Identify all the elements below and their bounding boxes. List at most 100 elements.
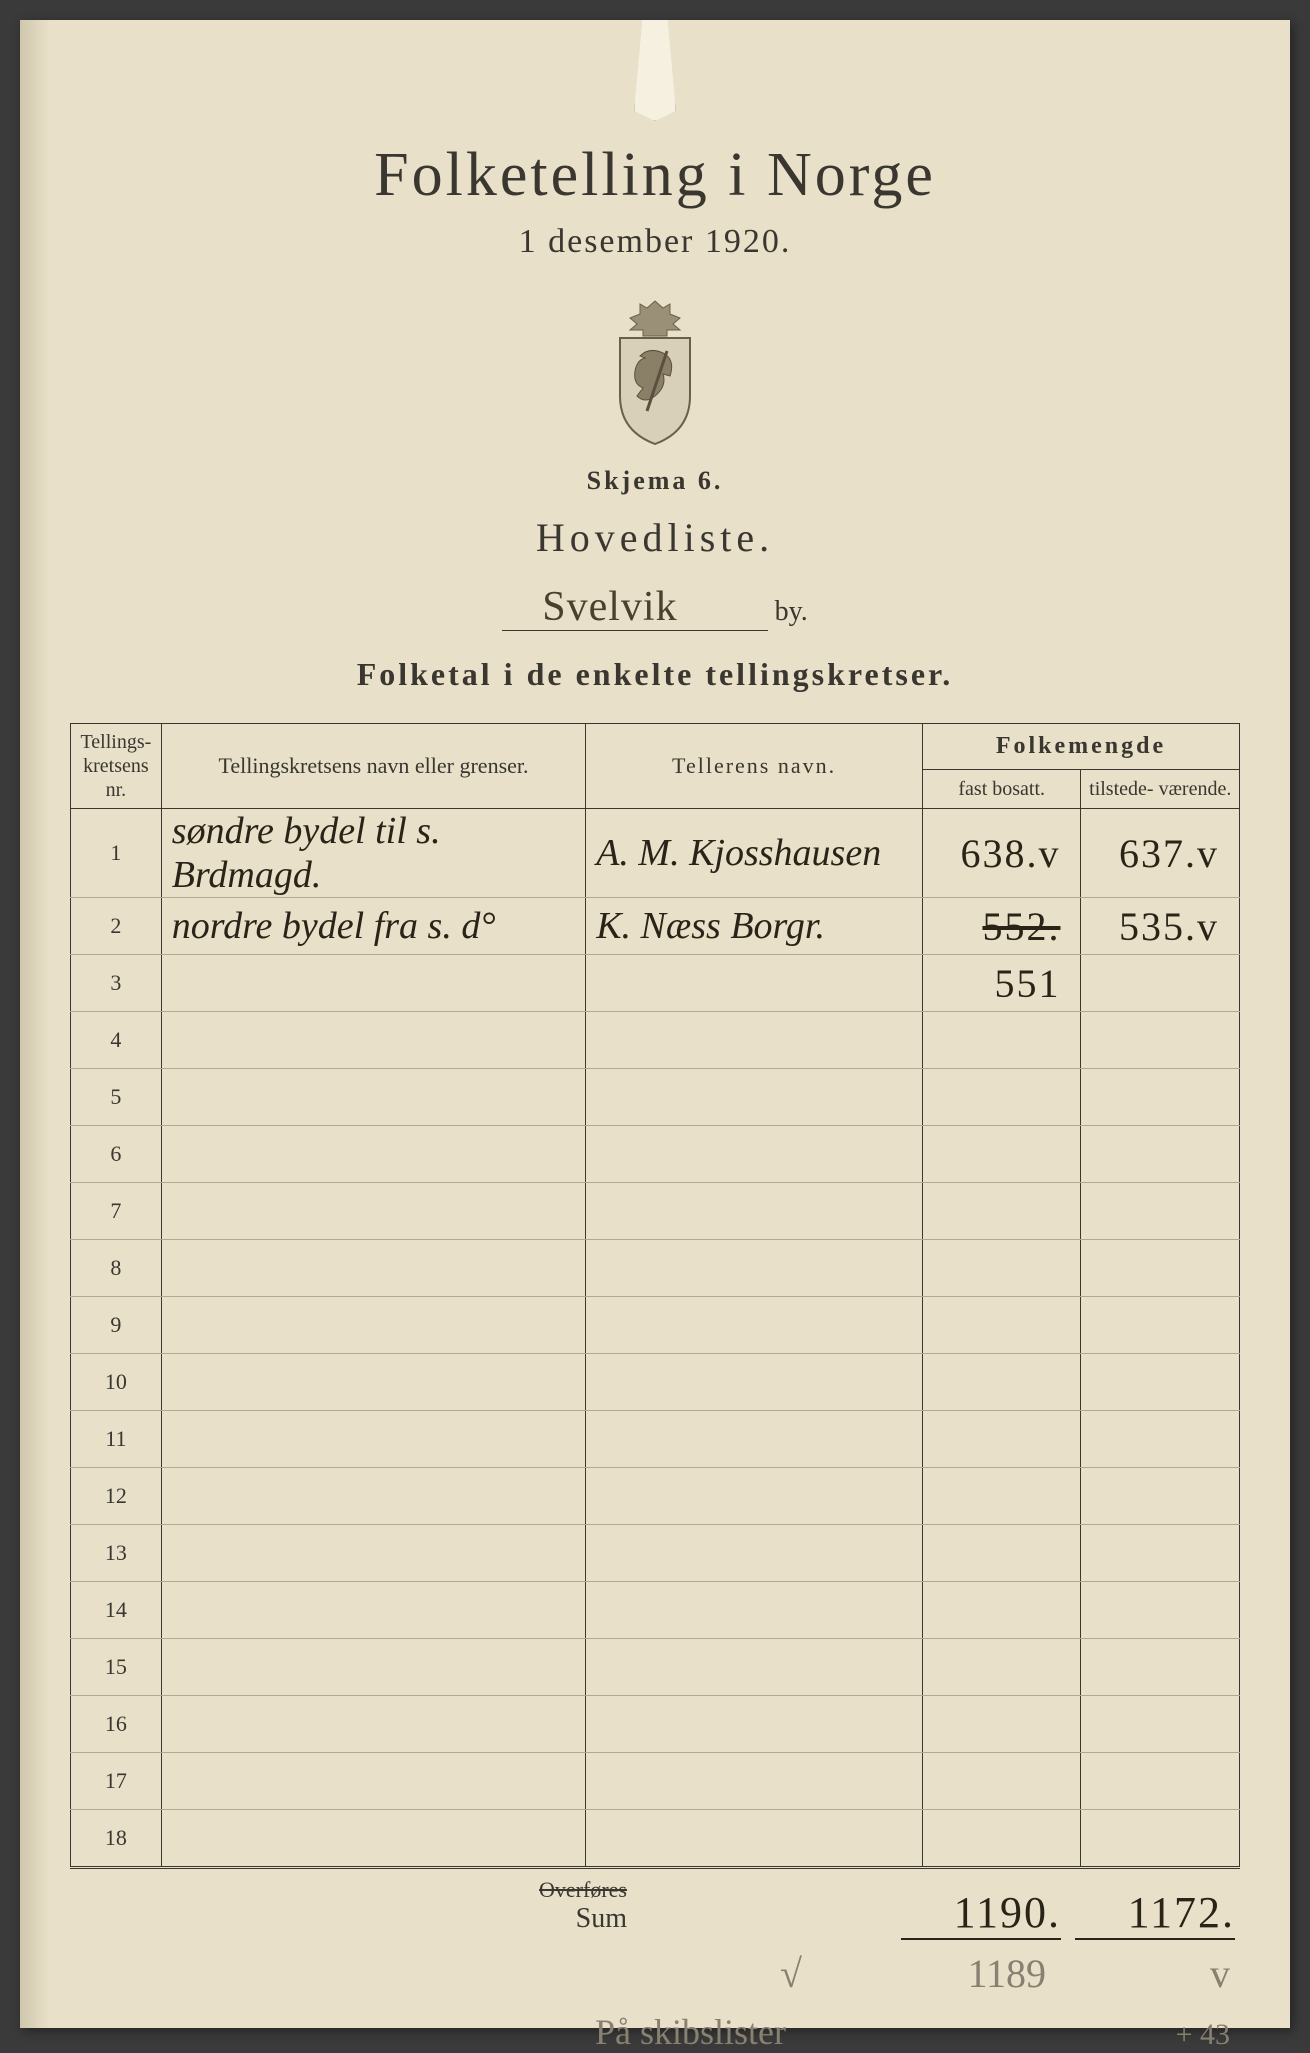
cell-nr: 13 (71, 1525, 162, 1582)
cell-fast (922, 1297, 1081, 1354)
cell-tilstede (1081, 1126, 1240, 1183)
cell-fast: 552. (922, 898, 1081, 955)
cell-district-name (161, 1753, 585, 1810)
table-row: 4 (71, 1012, 1240, 1069)
cell-fast (922, 1126, 1081, 1183)
cell-district-name (161, 1012, 585, 1069)
form-heading: Hovedliste. (20, 514, 1290, 561)
cell-fast (922, 1411, 1081, 1468)
city-name-handwritten: Svelvik (502, 584, 767, 631)
cell-nr: 16 (71, 1696, 162, 1753)
cell-district-name (161, 1696, 585, 1753)
cell-counter-name (586, 1411, 923, 1468)
overfores-label: Overføres Sum (539, 1877, 627, 1935)
pencil-ships-note: På skibslister (595, 2011, 786, 2053)
col-resident: fast bosatt. (922, 770, 1081, 809)
cell-tilstede (1081, 1525, 1240, 1582)
document-date: 1 desember 1920. (20, 223, 1290, 261)
cell-tilstede (1081, 1810, 1240, 1868)
cell-tilstede (1081, 955, 1240, 1012)
cell-nr: 6 (71, 1126, 162, 1183)
table-row: 15 (71, 1639, 1240, 1696)
cell-district-name (161, 1525, 585, 1582)
cell-counter-name (586, 1525, 923, 1582)
cell-district-name (161, 1297, 585, 1354)
cell-fast (922, 1354, 1081, 1411)
table-body: 1søndre bydel til s. Brdmagd.A. M. Kjoss… (71, 809, 1240, 1868)
cell-nr: 18 (71, 1810, 162, 1868)
cell-fast (922, 1069, 1081, 1126)
table-row: 3 551 (71, 955, 1240, 1012)
cell-counter-name (586, 1240, 923, 1297)
cell-nr: 10 (71, 1354, 162, 1411)
cell-counter-name (586, 1696, 923, 1753)
cell-tilstede (1081, 1696, 1240, 1753)
cell-tilstede (1081, 1297, 1240, 1354)
cell-counter-name (586, 1126, 923, 1183)
pencil-check: √ (780, 1950, 802, 1997)
form-number: Skjema 6. (20, 466, 1290, 496)
census-table-wrap: Tellings- kretsens nr. Tellingskretsens … (70, 723, 1240, 1869)
cell-district-name: søndre bydel til s. Brdmagd. (161, 809, 585, 898)
table-row: 12 (71, 1468, 1240, 1525)
cell-nr: 11 (71, 1411, 162, 1468)
page-fold-shadow (20, 20, 50, 2028)
cell-counter-name (586, 1297, 923, 1354)
cell-nr: 1 (71, 809, 162, 898)
cell-nr: 3 (71, 955, 162, 1012)
cell-fast (922, 1639, 1081, 1696)
cell-counter-name (586, 1810, 923, 1868)
cell-nr: 5 (71, 1069, 162, 1126)
col-nr: Tellings- kretsens nr. (71, 724, 162, 809)
cell-tilstede: 637.v (1081, 809, 1240, 898)
table-row: 10 (71, 1354, 1240, 1411)
cell-fast (922, 1753, 1081, 1810)
cell-fast (922, 1468, 1081, 1525)
cell-nr: 12 (71, 1468, 162, 1525)
pencil-annotations-2: På skibslister + 43 (20, 2001, 1230, 2053)
cell-fast (922, 1810, 1081, 1868)
cell-tilstede (1081, 1582, 1240, 1639)
cell-tilstede (1081, 1753, 1240, 1810)
cell-nr: 9 (71, 1297, 162, 1354)
overfores-struck: Overføres (539, 1877, 627, 1902)
cell-nr: 15 (71, 1639, 162, 1696)
cell-fast: 551 (922, 955, 1081, 1012)
cell-district-name (161, 1240, 585, 1297)
city-line: Svelvik by. (20, 583, 1290, 631)
cell-district-name: nordre bydel fra s. d° (161, 898, 585, 955)
cell-district-name (161, 1468, 585, 1525)
table-row: 11 (71, 1411, 1240, 1468)
table-row: 13 (71, 1525, 1240, 1582)
cell-counter-name (586, 1069, 923, 1126)
coat-of-arms-icon (595, 296, 715, 446)
cell-counter-name (586, 1012, 923, 1069)
pencil-annotations: √ 1189 v (20, 1950, 1230, 1997)
table-row: 2nordre bydel fra s. d°K. Næss Borgr.552… (71, 898, 1240, 955)
cell-tilstede (1081, 1012, 1240, 1069)
table-header: Tellings- kretsens nr. Tellingskretsens … (71, 724, 1240, 809)
cell-district-name (161, 1126, 585, 1183)
table-row: 14 (71, 1582, 1240, 1639)
sum-tilstede: 1172. (1075, 1887, 1235, 1940)
col-present: tilstede- værende. (1081, 770, 1240, 809)
cell-fast (922, 1525, 1081, 1582)
cell-district-name (161, 1411, 585, 1468)
cell-nr: 2 (71, 898, 162, 955)
cell-fast: 638.v (922, 809, 1081, 898)
cell-district-name (161, 1354, 585, 1411)
cell-fast (922, 1240, 1081, 1297)
table-row: 16 (71, 1696, 1240, 1753)
cell-fast (922, 1582, 1081, 1639)
table-row: 5 (71, 1069, 1240, 1126)
col-name: Tellingskretsens navn eller grenser. (161, 724, 585, 809)
cell-tilstede (1081, 1411, 1240, 1468)
cell-counter-name (586, 1582, 923, 1639)
cell-tilstede (1081, 1468, 1240, 1525)
table-row: 6 (71, 1126, 1240, 1183)
cell-nr: 8 (71, 1240, 162, 1297)
cell-fast (922, 1696, 1081, 1753)
cell-counter-name (586, 1639, 923, 1696)
cell-nr: 7 (71, 1183, 162, 1240)
table-row: 7 (71, 1183, 1240, 1240)
